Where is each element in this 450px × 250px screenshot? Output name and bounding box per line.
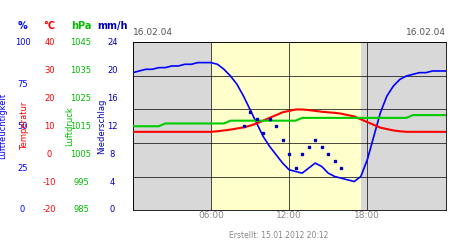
Text: 100: 100 <box>14 38 30 47</box>
Text: Erstellt: 15.01.2012 20:12: Erstellt: 15.01.2012 20:12 <box>230 231 328 240</box>
Text: mm/h: mm/h <box>97 21 128 31</box>
Text: °C: °C <box>44 21 55 31</box>
Text: 1045: 1045 <box>71 38 91 47</box>
Text: 1005: 1005 <box>71 150 91 159</box>
Text: 20: 20 <box>107 66 118 75</box>
Text: 8: 8 <box>110 150 115 159</box>
Text: 50: 50 <box>17 122 28 131</box>
Text: 0: 0 <box>20 206 25 214</box>
Text: Temperatur: Temperatur <box>20 102 29 150</box>
Text: 10: 10 <box>44 122 55 131</box>
Text: hPa: hPa <box>71 21 91 31</box>
Text: 20: 20 <box>44 94 55 103</box>
Text: 0: 0 <box>110 206 115 214</box>
Text: 30: 30 <box>44 66 55 75</box>
Text: 16.02.04: 16.02.04 <box>133 28 173 37</box>
Text: 1015: 1015 <box>71 122 91 131</box>
Text: 0: 0 <box>47 150 52 159</box>
Text: -20: -20 <box>43 206 56 214</box>
Text: 985: 985 <box>73 206 89 214</box>
Text: %: % <box>18 21 27 31</box>
Text: 40: 40 <box>44 38 55 47</box>
Text: 1025: 1025 <box>71 94 91 103</box>
Text: 4: 4 <box>110 178 115 186</box>
Text: 75: 75 <box>17 80 28 89</box>
Text: 25: 25 <box>17 164 28 172</box>
Text: 12: 12 <box>107 122 118 131</box>
Text: 16.02.04: 16.02.04 <box>405 28 446 37</box>
Text: -10: -10 <box>43 178 56 186</box>
Text: Niederschlag: Niederschlag <box>97 98 106 154</box>
Text: 1035: 1035 <box>71 66 91 75</box>
Bar <box>211 42 361 210</box>
Text: 16: 16 <box>107 94 118 103</box>
Text: 24: 24 <box>107 38 118 47</box>
Text: Luftdruck: Luftdruck <box>65 106 74 146</box>
Text: Luftfeuchtigkeit: Luftfeuchtigkeit <box>0 93 7 159</box>
Text: 995: 995 <box>73 178 89 186</box>
